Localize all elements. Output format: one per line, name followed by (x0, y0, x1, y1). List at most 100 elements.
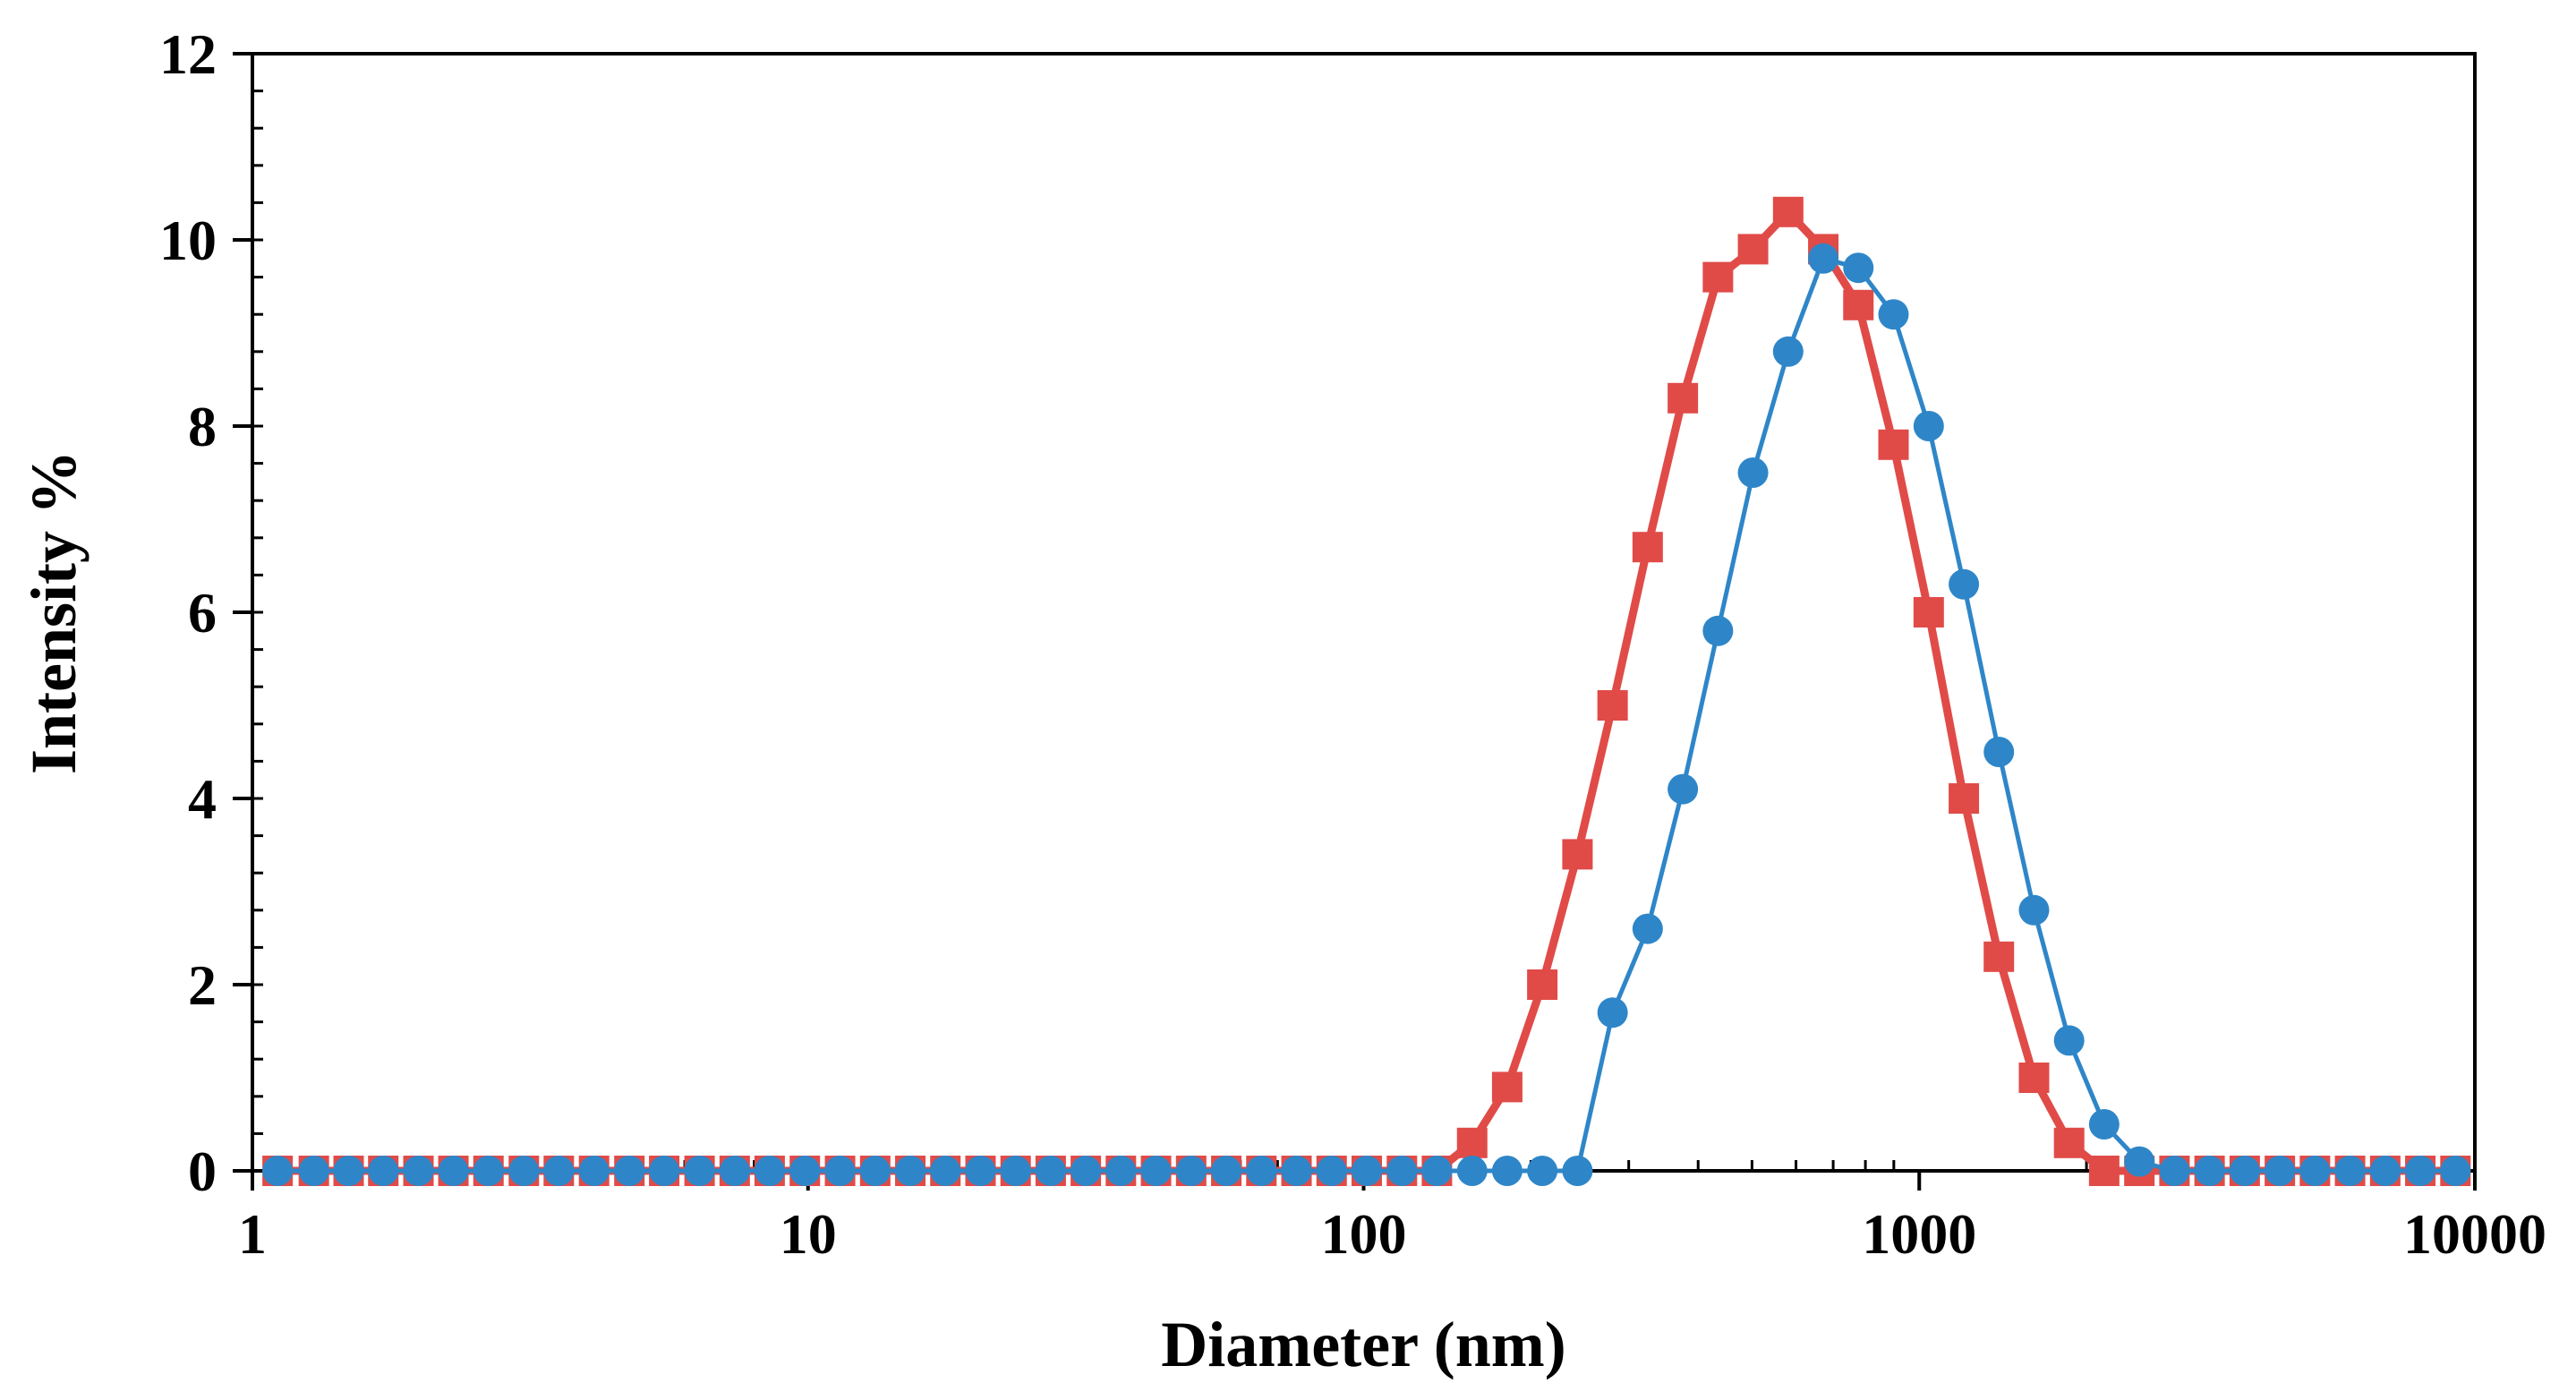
data-point (1772, 336, 1804, 367)
data-point (298, 1156, 329, 1186)
data-point (1913, 411, 1944, 441)
data-point (508, 1156, 540, 1186)
series-2 (262, 243, 2471, 1186)
data-point (1983, 737, 2015, 767)
x-tick-label: 100 (1321, 1202, 1407, 1266)
data-point (262, 1156, 294, 1186)
data-point (1737, 234, 1769, 265)
data-point (1562, 839, 1593, 870)
series-1-line (277, 208, 2456, 1175)
y-tick-label: 6 (188, 581, 217, 645)
data-point (2334, 1156, 2366, 1186)
data-point (2405, 1156, 2436, 1186)
data-point (965, 1156, 996, 1186)
data-point (1632, 913, 1663, 944)
data-point (824, 1156, 856, 1186)
data-point (1246, 1156, 1277, 1186)
data-point (1527, 1156, 1558, 1186)
data-point (1562, 1156, 1593, 1186)
y-tick-label: 10 (159, 209, 217, 272)
data-point (2018, 894, 2050, 926)
data-point (368, 1156, 399, 1186)
data-point (1386, 1156, 1418, 1186)
data-point (754, 1156, 785, 1186)
data-point (2265, 1156, 2296, 1186)
data-point (1105, 1156, 1137, 1186)
data-point (473, 1156, 504, 1186)
series-layer (262, 196, 2471, 1186)
data-point (578, 1156, 610, 1186)
data-point (1456, 1127, 1488, 1158)
data-point (649, 1156, 680, 1186)
data-point (1737, 457, 1769, 488)
data-point (1668, 773, 1699, 805)
data-point (1949, 783, 1980, 814)
data-point (1913, 597, 1944, 627)
data-point (1597, 997, 1628, 1029)
data-point (719, 1156, 750, 1186)
data-point (1456, 1156, 1488, 1186)
x-axis-title: Diameter (nm) (1161, 1309, 1566, 1380)
data-point (1491, 1071, 1523, 1103)
data-point (438, 1156, 469, 1186)
data-point (1175, 1156, 1207, 1186)
data-point (1491, 1156, 1523, 1186)
data-point (1878, 299, 1909, 330)
data-point (859, 1156, 891, 1186)
y-tick-label: 12 (159, 22, 217, 86)
x-tick-label: 10000 (2403, 1202, 2546, 1266)
data-point (403, 1156, 434, 1186)
data-point (1316, 1156, 1347, 1186)
data-point (1035, 1156, 1066, 1186)
plot-area-frame (251, 52, 2477, 1173)
data-point (1597, 690, 1628, 721)
data-point (2194, 1156, 2225, 1186)
data-point (1421, 1156, 1453, 1186)
data-point (614, 1156, 645, 1186)
data-point (2053, 1127, 2085, 1158)
data-point (1668, 382, 1699, 414)
data-point (684, 1156, 715, 1186)
y-tick-label: 0 (188, 1140, 217, 1203)
data-point (1808, 243, 1839, 274)
data-point (1281, 1156, 1312, 1186)
data-point (2053, 1025, 2085, 1056)
data-point (1000, 1156, 1031, 1186)
data-point (1949, 568, 1980, 600)
y-tick-label: 2 (188, 953, 217, 1017)
data-point (2088, 1109, 2120, 1140)
data-point (2088, 1156, 2120, 1186)
data-point (2440, 1156, 2471, 1186)
data-point (1702, 261, 1734, 293)
data-point (1632, 532, 1663, 563)
data-point (1527, 969, 1558, 1000)
data-point (1843, 289, 1874, 320)
data-point (1983, 941, 2015, 972)
data-point (333, 1156, 364, 1186)
data-point (2229, 1156, 2260, 1186)
y-axis-ticks (233, 52, 252, 1173)
x-axis-tick-labels: 1 10 100 1000 10000 (238, 1202, 2546, 1266)
data-point (2159, 1156, 2190, 1186)
data-point (2369, 1156, 2401, 1186)
data-point (1070, 1156, 1102, 1186)
y-tick-label: 8 (188, 395, 217, 458)
data-point (1702, 615, 1734, 646)
data-point (789, 1156, 821, 1186)
data-point (2124, 1146, 2155, 1177)
data-point (1351, 1156, 1382, 1186)
data-point (1211, 1156, 1242, 1186)
data-point (2018, 1063, 2050, 1093)
data-point (930, 1156, 961, 1186)
y-axis-tick-labels: 0 2 4 6 8 10 12 (159, 22, 217, 1203)
series-1 (262, 196, 2471, 1186)
data-point (1140, 1156, 1172, 1186)
data-point (1878, 429, 1909, 460)
data-point (895, 1156, 926, 1186)
series-2-line (277, 256, 2456, 1174)
y-tick-label: 4 (188, 767, 217, 831)
y-axis-title: Intensity % (18, 450, 90, 774)
data-point (1843, 252, 1874, 284)
x-tick-label: 10 (780, 1202, 837, 1266)
